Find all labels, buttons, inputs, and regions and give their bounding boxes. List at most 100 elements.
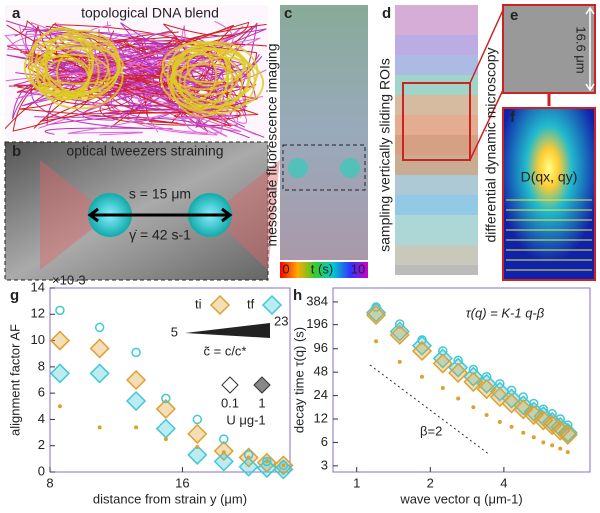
roi-stripe: [395, 105, 478, 115]
marker: [531, 435, 536, 440]
y-tick-label: 12: [31, 306, 45, 321]
y-tick-label: 3: [321, 457, 328, 472]
marker: [448, 357, 469, 378]
roi-stripe: [395, 15, 478, 25]
x-tick-label: 8: [46, 475, 53, 490]
marker: [547, 409, 557, 419]
roi-stripe: [395, 75, 478, 85]
marker: [262, 456, 272, 467]
marker: [213, 451, 234, 472]
panel-label: g: [10, 287, 19, 304]
plot-frame: [49, 287, 291, 473]
marker: [497, 419, 502, 424]
ring-polymer: [34, 46, 124, 85]
marker: [134, 425, 139, 430]
roi-stripe: [395, 5, 478, 15]
marker: [501, 393, 522, 414]
roi-stripe: [395, 165, 478, 175]
marker: [278, 460, 289, 471]
x-axis-label: distance from strain y (μm): [93, 491, 247, 506]
marker: [471, 405, 476, 410]
roi-stripe: [395, 175, 478, 185]
ddm-bands: [506, 199, 592, 271]
scale-bar: [585, 6, 595, 92]
marker: [89, 338, 110, 359]
marker: [55, 305, 65, 316]
marker: [155, 398, 176, 419]
plot-frame: [332, 287, 591, 473]
panel-label: d: [382, 5, 391, 22]
marker: [432, 353, 453, 374]
connector: [469, 9, 504, 161]
roi-stripe: [395, 85, 478, 95]
size-wedge: [185, 323, 270, 338]
marker: [521, 430, 526, 435]
marker: [389, 324, 410, 345]
panel-label: b: [12, 143, 21, 160]
roi-stripe: [395, 245, 478, 255]
dna-strand: [15, 30, 235, 121]
roi-stripe: [395, 235, 478, 245]
panel-title: differential dynamic microscopy: [483, 47, 499, 242]
marker: [509, 424, 514, 429]
y-tick-label: 0: [38, 463, 45, 478]
panel-label: h: [293, 287, 302, 304]
marker: [195, 445, 200, 450]
marker: [221, 450, 226, 455]
y-tick-label: 12: [314, 410, 328, 425]
x-tick-label: 16: [175, 475, 189, 490]
marker: [219, 434, 229, 444]
marker: [394, 319, 405, 329]
ring-polymer: [186, 47, 231, 87]
annotation: s = 15 μm: [129, 186, 191, 202]
marker: [463, 371, 484, 392]
slope-label: β=2: [420, 423, 442, 438]
ring-polymer: [36, 43, 124, 110]
y-tick-label: 96: [314, 340, 328, 355]
legend-label: tf: [247, 296, 255, 311]
x-tick-label: 2: [427, 475, 434, 490]
roi-stripe: [395, 265, 478, 275]
arrow: [87, 207, 233, 223]
ring-polymer: [172, 63, 239, 96]
panel-title: topological DNA blend: [81, 5, 219, 21]
y-tick-label: 384: [306, 293, 328, 308]
bead: [340, 158, 360, 178]
marker: [192, 414, 203, 425]
marker: [187, 423, 208, 444]
panel-f-image: [502, 107, 596, 281]
marker: [238, 456, 259, 477]
marker: [432, 348, 453, 369]
roi-stripe: [395, 115, 478, 125]
marker: [420, 374, 425, 379]
marker: [523, 404, 544, 426]
y-tick-label: 6: [38, 385, 45, 400]
marker: [555, 414, 565, 424]
legend-label: U μg-1: [226, 412, 265, 427]
marker: [565, 450, 570, 455]
y-tick-label: 4: [38, 411, 45, 426]
panel-title: mesoscale fluorescence imaging: [264, 43, 280, 246]
roi-stripe: [395, 205, 478, 215]
roi-stripe: [395, 125, 478, 135]
panel-c-image: [280, 5, 368, 260]
roi-stripe: [395, 45, 478, 55]
panel-label: f: [510, 109, 516, 126]
marker: [246, 455, 251, 460]
marker: [374, 339, 379, 344]
marker: [49, 363, 70, 384]
marker: [371, 302, 381, 312]
y-tick-label: 196: [306, 316, 328, 331]
legend-label: ti: [195, 296, 202, 311]
roi-stripe: [395, 255, 478, 265]
annotation: γ̇ = 42 s-1: [129, 227, 191, 243]
marker: [411, 340, 433, 362]
legend-label: 0.1: [221, 395, 239, 410]
marker: [557, 424, 578, 445]
x-tick-label: 1: [353, 475, 360, 490]
legend-label: 5: [171, 324, 178, 339]
roi-stripe: [395, 225, 478, 235]
marker: [397, 359, 402, 364]
fill-key: [221, 376, 239, 394]
marker: [256, 457, 277, 479]
